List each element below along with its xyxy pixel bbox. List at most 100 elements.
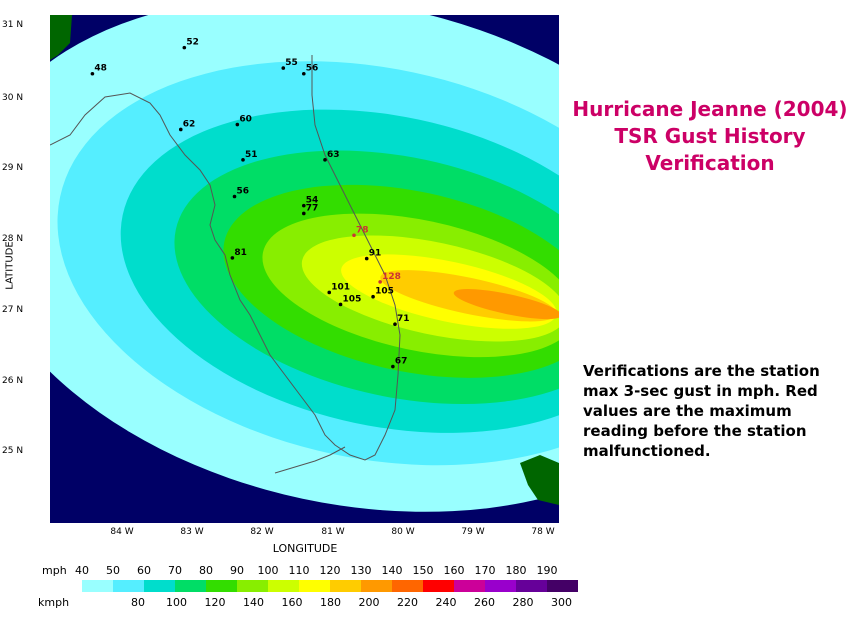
lat-tick-30: 30 N bbox=[2, 93, 24, 103]
lat-tick-27: 27 N bbox=[2, 305, 24, 315]
legend-kmph-tick: 220 bbox=[397, 596, 418, 609]
legend-swatch bbox=[330, 580, 361, 592]
lon-tick-81: 81 W bbox=[321, 527, 345, 537]
title-line-1: Hurricane Jeanne (2004) bbox=[572, 97, 848, 121]
station-value: 52 bbox=[186, 38, 199, 48]
legend-mph-tick: 50 bbox=[106, 564, 120, 577]
legend-mph-tick: 80 bbox=[199, 564, 213, 577]
map-title: Hurricane Jeanne (2004) TSR Gust History… bbox=[565, 96, 850, 177]
station-value: 77 bbox=[306, 203, 319, 213]
legend-swatch bbox=[361, 580, 392, 592]
legend-kmph-tick: 120 bbox=[204, 596, 226, 609]
legend-swatch bbox=[82, 580, 113, 592]
legend-kmph-tick: 260 bbox=[474, 596, 495, 609]
legend-mph-tick: 180 bbox=[505, 564, 527, 577]
station-value: 91 bbox=[369, 249, 382, 259]
legend-swatch bbox=[206, 580, 237, 592]
legend-kmph-tick: 200 bbox=[358, 596, 380, 609]
legend-mph-tick: 130 bbox=[350, 564, 372, 577]
legend-mph-tick: 70 bbox=[168, 564, 182, 577]
latitude-axis-label: LATITUDE bbox=[4, 241, 16, 290]
legend-kmph-tick: 100 bbox=[166, 596, 187, 609]
station-value: 71 bbox=[397, 314, 410, 324]
station-value: 60 bbox=[239, 115, 252, 125]
lat-tick-28: 28 N bbox=[2, 234, 24, 244]
legend-mph-tick: 190 bbox=[536, 564, 558, 577]
longitude-axis-label: LONGITUDE bbox=[272, 542, 338, 555]
legend-kmph-tick: 140 bbox=[243, 596, 264, 609]
legend-kmph-label: kmph bbox=[38, 596, 70, 609]
legend-swatch bbox=[268, 580, 299, 592]
legend-mph-tick: 90 bbox=[230, 564, 244, 577]
station-dot bbox=[182, 45, 187, 50]
station-value: 78 bbox=[356, 225, 369, 235]
lon-tick-82: 82 W bbox=[250, 527, 274, 537]
legend-swatch bbox=[392, 580, 423, 592]
station-dot bbox=[352, 233, 356, 238]
legend-mph-tick: 40 bbox=[75, 564, 89, 577]
station-dot bbox=[371, 294, 375, 299]
station-dot bbox=[391, 364, 395, 369]
station-value: 105 bbox=[343, 294, 362, 304]
station-dot bbox=[90, 71, 95, 76]
color-legend: mph kmph 40 50 60 70 80 90 100 110 120 130 140 150 1… bbox=[38, 562, 578, 620]
legend-swatch bbox=[175, 580, 206, 592]
station-dot bbox=[301, 71, 306, 76]
station-value: 81 bbox=[234, 248, 247, 258]
title-line-3: Verification bbox=[645, 151, 775, 175]
station-dot bbox=[281, 66, 286, 70]
lat-tick-26: 26 N bbox=[2, 376, 24, 386]
station-dot bbox=[178, 127, 183, 132]
station-dot bbox=[327, 290, 332, 295]
legend-mph-tick: 140 bbox=[381, 564, 403, 577]
legend-swatch bbox=[144, 580, 175, 592]
legend-mph-tick: 100 bbox=[257, 564, 279, 577]
legend-swatch bbox=[547, 580, 578, 592]
lon-tick-80: 80 W bbox=[391, 527, 415, 537]
station-value: 62 bbox=[183, 119, 196, 129]
station-dot bbox=[364, 256, 369, 261]
station-dot bbox=[393, 322, 397, 327]
gust-contours bbox=[50, 15, 559, 512]
station-value: 56 bbox=[306, 64, 319, 74]
station-value: 67 bbox=[395, 357, 408, 367]
station-value: 55 bbox=[285, 58, 298, 68]
lon-tick-78: 78 W bbox=[531, 527, 555, 537]
legend-kmph-tick: 160 bbox=[281, 596, 303, 609]
legend-kmph-tick: 240 bbox=[435, 596, 457, 609]
station-dot bbox=[338, 302, 343, 307]
station-dot bbox=[323, 158, 327, 162]
verification-note: Verifications are the station max 3-sec … bbox=[583, 362, 820, 460]
station-value: 51 bbox=[245, 150, 258, 160]
station-value: 56 bbox=[237, 187, 250, 197]
legend-mph-tick: 170 bbox=[474, 564, 496, 577]
legend-kmph-tick: 180 bbox=[320, 596, 341, 609]
station-value: 63 bbox=[327, 150, 340, 160]
lon-tick-84: 84 W bbox=[110, 527, 134, 537]
station-value: 105 bbox=[375, 287, 394, 297]
station-dot bbox=[301, 211, 306, 216]
florida-peninsula bbox=[50, 55, 401, 461]
legend-kmph-tick: 300 bbox=[551, 596, 572, 609]
legend-mph-tick: 120 bbox=[319, 564, 341, 577]
lat-tick-29: 29 N bbox=[2, 163, 24, 173]
station-dot bbox=[232, 194, 237, 199]
station-dot bbox=[235, 122, 240, 127]
legend-mph-tick: 160 bbox=[443, 564, 465, 577]
station-value: 48 bbox=[94, 64, 107, 74]
lat-tick-31: 31 N bbox=[2, 20, 24, 30]
legend-mph-tick: 110 bbox=[288, 564, 310, 577]
legend-mph-tick: 150 bbox=[412, 564, 434, 577]
legend-mph-tick: 60 bbox=[137, 564, 151, 577]
legend-swatch bbox=[299, 580, 330, 592]
legend-kmph-tick: 280 bbox=[512, 596, 534, 609]
legend-mph-label: mph bbox=[42, 564, 67, 577]
station-dot bbox=[301, 203, 306, 208]
lon-tick-83: 83 W bbox=[180, 527, 204, 537]
legend-swatch bbox=[485, 580, 516, 592]
legend-swatch bbox=[423, 580, 454, 592]
legend-swatch bbox=[454, 580, 485, 592]
station-value: 101 bbox=[331, 282, 350, 292]
legend-swatch bbox=[113, 580, 144, 592]
